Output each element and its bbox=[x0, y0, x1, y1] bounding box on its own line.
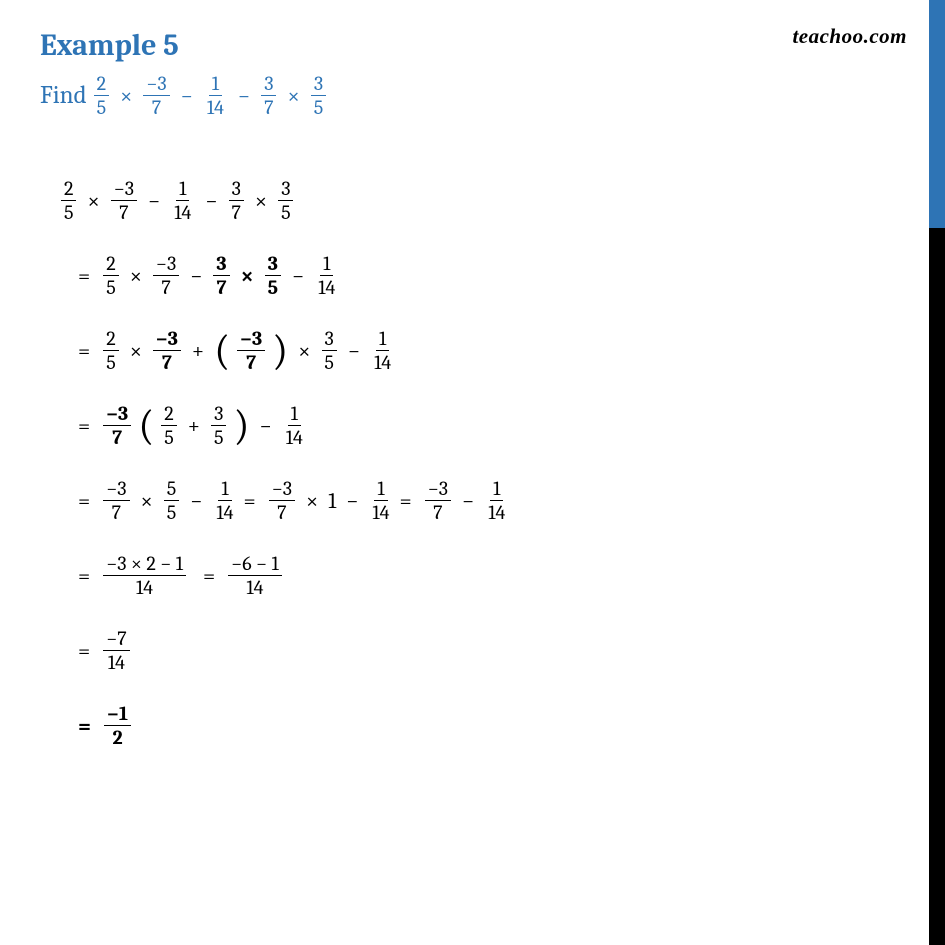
step-7: = −714 bbox=[60, 628, 905, 673]
fraction: −37 bbox=[237, 328, 265, 373]
sidebar-accent-blue bbox=[929, 0, 945, 228]
fraction: −37 bbox=[153, 253, 179, 298]
example-heading: Example 5 bbox=[40, 28, 905, 63]
equals-op: = bbox=[78, 713, 97, 739]
sidebar-accent-black bbox=[929, 228, 945, 945]
times-op: × bbox=[116, 83, 136, 109]
final-answer: −12 bbox=[104, 703, 131, 748]
times-op: × bbox=[294, 338, 314, 364]
fraction: 25 bbox=[61, 178, 77, 223]
close-paren: ) bbox=[272, 332, 288, 370]
find-label: Find bbox=[40, 81, 87, 110]
times-op: × bbox=[251, 188, 271, 214]
fraction: 114 bbox=[369, 478, 392, 523]
fraction: 114 bbox=[213, 478, 236, 523]
fraction: 25 bbox=[161, 403, 177, 448]
equals-op: = bbox=[78, 413, 96, 439]
step-5: = −37 × 55 − 114 = −37 × 1 − 114 = −37 −… bbox=[60, 478, 905, 523]
minus-op: − bbox=[288, 263, 308, 289]
plus-op: + bbox=[184, 413, 204, 439]
fraction: 35 bbox=[278, 178, 294, 223]
times-op: × bbox=[84, 188, 104, 214]
fraction: −3 × 2 − 114 bbox=[103, 553, 186, 598]
fraction: 35 bbox=[265, 253, 281, 298]
step-3: = 25 × −37 + ( −37 ) × 35 − 114 bbox=[60, 328, 905, 373]
minus-op: − bbox=[177, 83, 197, 109]
plus-op: + bbox=[188, 338, 208, 364]
fraction: 37 bbox=[213, 253, 229, 298]
fraction: 35 bbox=[211, 403, 227, 448]
minus-op: − bbox=[256, 413, 276, 439]
fraction: 55 bbox=[164, 478, 180, 523]
fraction: 25 bbox=[94, 73, 110, 118]
fraction: 25 bbox=[103, 328, 119, 373]
step-6: = −3 × 2 − 114 = −6 − 114 bbox=[60, 553, 905, 598]
minus-op: − bbox=[458, 488, 478, 514]
fraction: 114 bbox=[171, 178, 194, 223]
minus-op: − bbox=[344, 338, 364, 364]
fraction: 114 bbox=[315, 253, 338, 298]
fraction: 37 bbox=[261, 73, 276, 118]
times-op: × bbox=[237, 263, 258, 289]
fraction: 37 bbox=[229, 178, 244, 223]
open-paren: ( bbox=[138, 407, 154, 445]
fraction: −37 bbox=[269, 478, 295, 523]
equals-op: = bbox=[78, 488, 96, 514]
minus-op: − bbox=[144, 188, 164, 214]
times-op: × bbox=[126, 338, 146, 364]
equals-op: = bbox=[193, 563, 221, 589]
minus-op: − bbox=[234, 83, 254, 109]
fraction: 35 bbox=[321, 328, 337, 373]
minus-op: − bbox=[201, 188, 221, 214]
problem-statement: Find 25 × −37 − 114 − 37 × 35 bbox=[40, 73, 905, 118]
times-op: × bbox=[284, 83, 304, 109]
fraction: −6 − 114 bbox=[228, 553, 282, 598]
open-paren: ( bbox=[214, 332, 230, 370]
equals-op: = bbox=[78, 338, 96, 364]
fraction: −37 bbox=[111, 178, 137, 223]
fraction: −37 bbox=[103, 403, 131, 448]
fraction: 25 bbox=[103, 253, 119, 298]
fraction: −37 bbox=[425, 478, 451, 523]
equals-op: = bbox=[78, 638, 96, 664]
fraction: −37 bbox=[103, 478, 129, 523]
fraction: −37 bbox=[143, 73, 169, 118]
brand-logo: teachoo.com bbox=[792, 24, 907, 49]
step-1: 25 × −37 − 114 − 37 × 35 bbox=[60, 178, 905, 223]
minus-op: − bbox=[186, 488, 206, 514]
fraction: 114 bbox=[371, 328, 394, 373]
fraction: 114 bbox=[204, 73, 227, 118]
times-op: × bbox=[137, 488, 157, 514]
minus-op: − bbox=[342, 488, 362, 514]
times-op: × bbox=[126, 263, 146, 289]
step-4: = −37 ( 25 + 35 ) − 114 bbox=[60, 403, 905, 448]
fraction: −714 bbox=[103, 628, 129, 673]
step-8: = −12 bbox=[60, 703, 905, 748]
equals-op: = bbox=[78, 563, 96, 589]
equals-op: = bbox=[400, 488, 418, 514]
fraction: −37 bbox=[153, 328, 181, 373]
close-paren: ) bbox=[233, 407, 249, 445]
number-one: 1 bbox=[328, 488, 336, 514]
minus-op: − bbox=[186, 263, 206, 289]
solution-work: 25 × −37 − 114 − 37 × 35 = 25 × −37 − 37… bbox=[40, 178, 905, 748]
fraction: 35 bbox=[311, 73, 327, 118]
equals-op: = bbox=[244, 488, 262, 514]
times-op: × bbox=[302, 488, 322, 514]
equals-op: = bbox=[78, 263, 96, 289]
step-2: = 25 × −37 − 37 × 35 − 114 bbox=[60, 253, 905, 298]
fraction: 114 bbox=[485, 478, 508, 523]
fraction: 114 bbox=[283, 403, 306, 448]
